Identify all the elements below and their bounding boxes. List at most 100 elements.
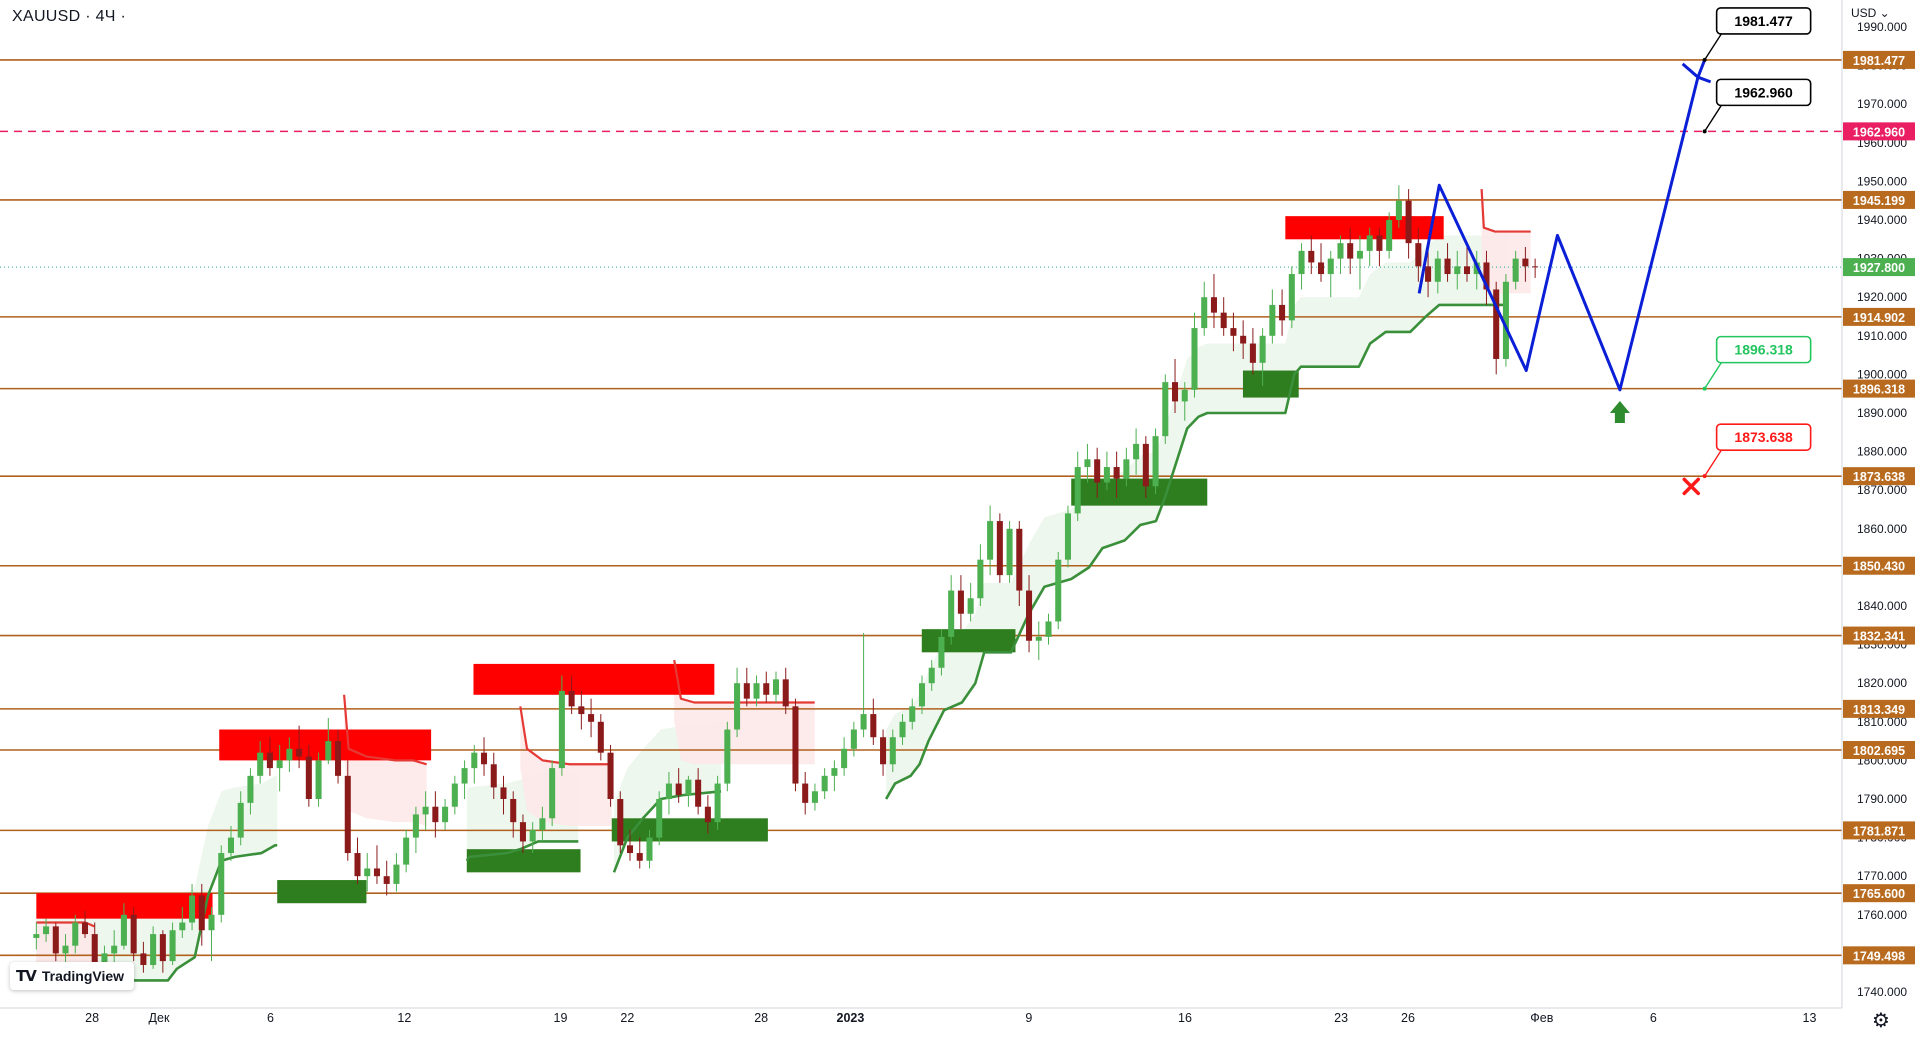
candle-body <box>1259 335 1266 363</box>
candle-body <box>81 922 89 935</box>
candle-body <box>1279 304 1286 321</box>
candle-body <box>1386 220 1393 251</box>
candle-body <box>169 930 176 962</box>
candle-body <box>1337 243 1344 259</box>
candle <box>607 744 614 807</box>
candle-body <box>1493 289 1500 359</box>
level-price-tag-bg <box>1843 379 1915 398</box>
candle-body <box>792 706 799 784</box>
candle-body <box>296 748 303 757</box>
candle-body <box>1356 250 1363 259</box>
level-price-tag-text: 1945.199 <box>1853 194 1905 208</box>
supertrend-up-line <box>465 840 579 862</box>
candle <box>802 771 809 815</box>
candle-body <box>1113 467 1120 479</box>
level-price-tag-text: 1896.318 <box>1853 383 1905 397</box>
candle-body <box>305 756 312 799</box>
candle <box>305 744 312 807</box>
annotation-callout: 1962.960 <box>1702 78 1812 134</box>
candle <box>1415 227 1422 282</box>
price-axis-bg <box>1842 0 1920 1038</box>
candle <box>626 829 634 861</box>
symbol-title[interactable]: XAUUSD · 4Ч · <box>12 8 127 25</box>
candle <box>43 918 50 942</box>
candle <box>909 698 916 730</box>
candle-body <box>1074 467 1081 514</box>
tradingview-logo[interactable]: 𝗧𝗩 TradingView <box>10 962 135 990</box>
level-price-tag: 1945.199 <box>1843 190 1915 209</box>
currency-selector[interactable]: USD ⌄ <box>1851 6 1890 20</box>
candle-body <box>373 868 380 877</box>
tradingview-logo-icon: 𝗧𝗩 <box>16 968 37 985</box>
candle-body <box>626 845 634 854</box>
level-price-tag: 1896.318 <box>1843 379 1915 398</box>
candle-body <box>558 690 565 769</box>
candle-body <box>1522 258 1529 267</box>
demand-zone <box>466 849 581 873</box>
candle <box>461 760 468 799</box>
candle <box>957 575 964 630</box>
candle-body <box>918 683 926 707</box>
candle <box>899 714 906 745</box>
candle-body <box>811 791 818 803</box>
candle-body <box>1502 281 1509 359</box>
candle <box>1522 247 1529 282</box>
candle-body <box>325 741 332 761</box>
candle-body <box>490 764 497 788</box>
candle-body <box>1317 262 1325 275</box>
candle-body <box>335 741 342 776</box>
candle-body <box>422 806 429 815</box>
candle <box>150 926 157 969</box>
candle-body <box>1133 443 1140 460</box>
candle-body <box>1454 266 1461 275</box>
candle <box>948 575 955 645</box>
candle <box>928 660 935 691</box>
candle <box>432 791 439 838</box>
candle-body <box>403 837 410 865</box>
candle-body <box>646 837 653 861</box>
candle <box>519 814 526 854</box>
candle <box>685 775 692 807</box>
candle-body <box>656 799 663 838</box>
candle <box>179 907 186 938</box>
price-tick-label: 1770.000 <box>1857 869 1907 883</box>
candle-body <box>1532 266 1539 268</box>
candle <box>442 799 449 830</box>
logo-text: TradingView <box>41 968 125 984</box>
candle-body <box>461 768 468 784</box>
candle-body <box>432 806 439 823</box>
candle <box>704 795 711 834</box>
price-tick-label: 1910.000 <box>1857 329 1907 343</box>
level-price-tag-text: 1765.600 <box>1853 887 1905 901</box>
uptrend-fill <box>886 235 1509 799</box>
candle-body <box>685 779 692 796</box>
candle-body <box>1327 258 1334 275</box>
candle-body <box>1308 250 1315 263</box>
candle <box>841 737 848 776</box>
level-price-tag-text: 1914.902 <box>1853 311 1905 325</box>
candle-body <box>1347 243 1354 259</box>
candle-body <box>1434 258 1441 282</box>
gear-icon[interactable]: ⚙ <box>1872 1010 1890 1032</box>
candle <box>821 768 828 799</box>
callout-label: 1962.960 <box>1734 84 1793 100</box>
candle <box>646 829 653 869</box>
candle <box>1317 243 1325 282</box>
candle-body <box>1425 266 1432 282</box>
candle <box>364 853 371 892</box>
candle-body <box>938 636 945 668</box>
level-price-tag-bg <box>1843 821 1915 840</box>
candle <box>938 629 945 676</box>
candle <box>130 907 137 962</box>
candle-body <box>977 559 984 599</box>
time-tick-label: 6 <box>1650 1011 1657 1025</box>
candle <box>490 752 497 799</box>
candle <box>422 791 429 830</box>
candle <box>1434 250 1441 294</box>
callout-label: 1873.638 <box>1734 429 1793 445</box>
candle <box>1259 328 1266 386</box>
supertrend-down-line <box>343 694 427 766</box>
supply-zone <box>473 663 715 695</box>
